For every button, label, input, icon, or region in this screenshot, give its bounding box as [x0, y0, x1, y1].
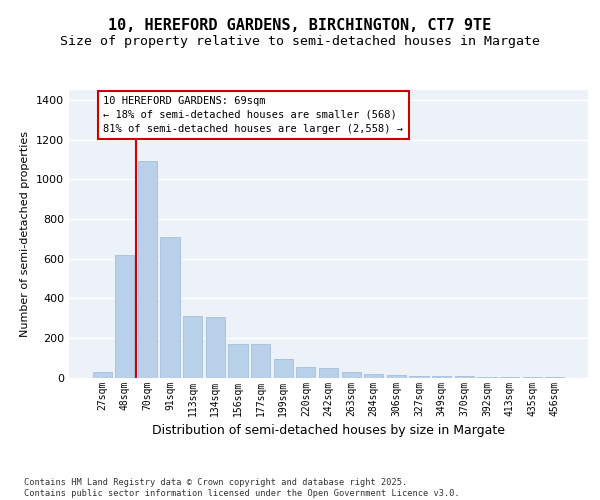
- Bar: [387, 375, 406, 378]
- Bar: [229, 344, 248, 378]
- Bar: [115, 254, 134, 378]
- Bar: [477, 376, 497, 378]
- Bar: [296, 366, 316, 378]
- Bar: [455, 376, 474, 378]
- Bar: [500, 377, 519, 378]
- Text: 10, HEREFORD GARDENS, BIRCHINGTON, CT7 9TE: 10, HEREFORD GARDENS, BIRCHINGTON, CT7 9…: [109, 18, 491, 32]
- Bar: [138, 162, 157, 378]
- Y-axis label: Number of semi-detached properties: Number of semi-detached properties: [20, 130, 31, 337]
- X-axis label: Distribution of semi-detached houses by size in Margate: Distribution of semi-detached houses by …: [152, 424, 505, 437]
- Text: Contains HM Land Registry data © Crown copyright and database right 2025.
Contai: Contains HM Land Registry data © Crown c…: [24, 478, 460, 498]
- Bar: [409, 376, 428, 378]
- Bar: [251, 344, 270, 378]
- Bar: [319, 368, 338, 378]
- Bar: [183, 316, 202, 378]
- Bar: [160, 236, 180, 378]
- Bar: [274, 358, 293, 378]
- Bar: [364, 374, 383, 378]
- Text: Size of property relative to semi-detached houses in Margate: Size of property relative to semi-detach…: [60, 35, 540, 48]
- Bar: [341, 372, 361, 378]
- Bar: [92, 372, 112, 378]
- Text: 10 HEREFORD GARDENS: 69sqm
← 18% of semi-detached houses are smaller (568)
81% o: 10 HEREFORD GARDENS: 69sqm ← 18% of semi…: [103, 96, 403, 134]
- Bar: [432, 376, 451, 378]
- Bar: [206, 317, 225, 378]
